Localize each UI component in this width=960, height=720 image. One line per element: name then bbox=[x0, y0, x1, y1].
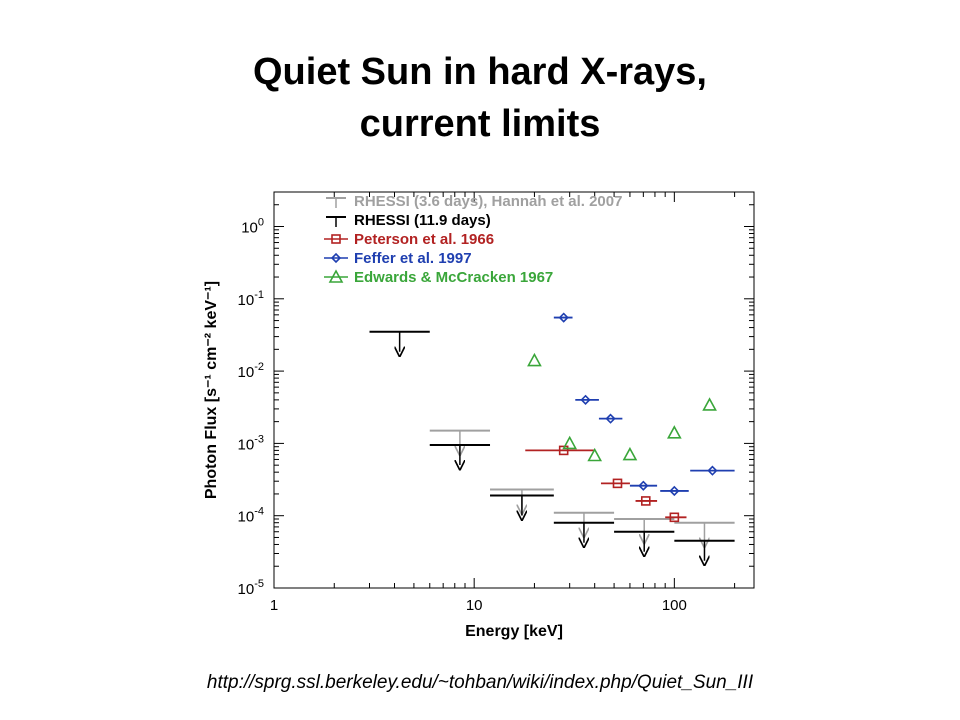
upper-limit-mark bbox=[369, 330, 430, 352]
triangle-point bbox=[622, 446, 638, 461]
slide-title-line-2: current limits bbox=[359, 103, 601, 145]
upper-limit-mark bbox=[674, 539, 735, 561]
y-tick-label: 10-5 bbox=[238, 578, 264, 598]
legend-label: RHESSI (11.9 days) bbox=[354, 212, 491, 229]
legend-entry: RHESSI (11.9 days) bbox=[326, 212, 491, 229]
legend-symbol bbox=[330, 252, 342, 264]
square-point bbox=[558, 445, 569, 456]
upper-limit-mark bbox=[553, 521, 615, 543]
y-tick-label: 10-2 bbox=[238, 361, 264, 381]
upper-limit-mark bbox=[674, 521, 735, 543]
series-4 bbox=[527, 352, 717, 462]
series-0 bbox=[429, 429, 735, 543]
photon-flux-chart: 1 10 100 100 10-1 10-2 10-3 10-4 10-5 RHESSI (3.… bbox=[203, 191, 755, 640]
slide-title: Quiet Sun in hard X-rays, current limits bbox=[0, 46, 960, 150]
x-tick-label: 100 bbox=[662, 597, 687, 614]
y-tick-label: 10-3 bbox=[238, 433, 264, 453]
y-tick-label: 10-1 bbox=[238, 289, 264, 309]
slide-title-line-1: Quiet Sun in hard X-rays, bbox=[253, 51, 707, 93]
square-point bbox=[640, 496, 651, 506]
y-tick-label: 10-4 bbox=[238, 506, 264, 526]
square-point bbox=[612, 478, 623, 489]
upper-limit-mark bbox=[614, 530, 675, 552]
legend-label: Peterson et al. 1966 bbox=[354, 231, 494, 248]
source-url: http://sprg.ssl.berkeley.edu/~tohban/wik… bbox=[206, 672, 754, 693]
diamond-point bbox=[638, 480, 649, 491]
x-tick-label: 1 bbox=[270, 597, 278, 614]
y-axis-title: Photon Flux [s⁻¹ cm⁻² keV⁻¹] bbox=[203, 281, 220, 499]
legend-label: Edwards & McCracken 1967 bbox=[354, 269, 553, 286]
legend-label: Feffer et al. 1997 bbox=[354, 250, 472, 267]
triangle-point bbox=[562, 435, 578, 450]
series-2 bbox=[525, 445, 687, 523]
series-1 bbox=[369, 330, 735, 561]
diamond-point bbox=[605, 413, 616, 424]
legend-symbol bbox=[328, 269, 344, 283]
x-tick-label: 10 bbox=[466, 597, 483, 614]
triangle-point bbox=[702, 397, 717, 411]
legend-symbol bbox=[331, 234, 341, 244]
legend-entry: Feffer et al. 1997 bbox=[324, 250, 472, 267]
triangle-point bbox=[587, 447, 603, 462]
upper-limit-mark bbox=[429, 444, 491, 465]
legend-label: RHESSI (3.6 days), Hannah et al. 2007 bbox=[354, 193, 622, 210]
diamond-point bbox=[580, 394, 591, 406]
x-axis-title: Energy [keV] bbox=[465, 623, 563, 640]
series-3 bbox=[553, 312, 735, 497]
diamond-point bbox=[669, 485, 680, 497]
square-point bbox=[669, 512, 680, 523]
triangle-point bbox=[666, 425, 682, 439]
legend-entry: Edwards & McCracken 1967 bbox=[324, 269, 553, 286]
diamond-point bbox=[558, 312, 569, 323]
legend-entry: Peterson et al. 1966 bbox=[324, 231, 494, 248]
y-tick-label: 100 bbox=[241, 216, 264, 236]
legend-entry: RHESSI (3.6 days), Hannah et al. 2007 bbox=[326, 193, 622, 210]
plot-frame bbox=[273, 191, 755, 589]
triangle-point bbox=[527, 352, 542, 367]
upper-limit-mark bbox=[490, 494, 554, 516]
diamond-point bbox=[707, 465, 718, 476]
